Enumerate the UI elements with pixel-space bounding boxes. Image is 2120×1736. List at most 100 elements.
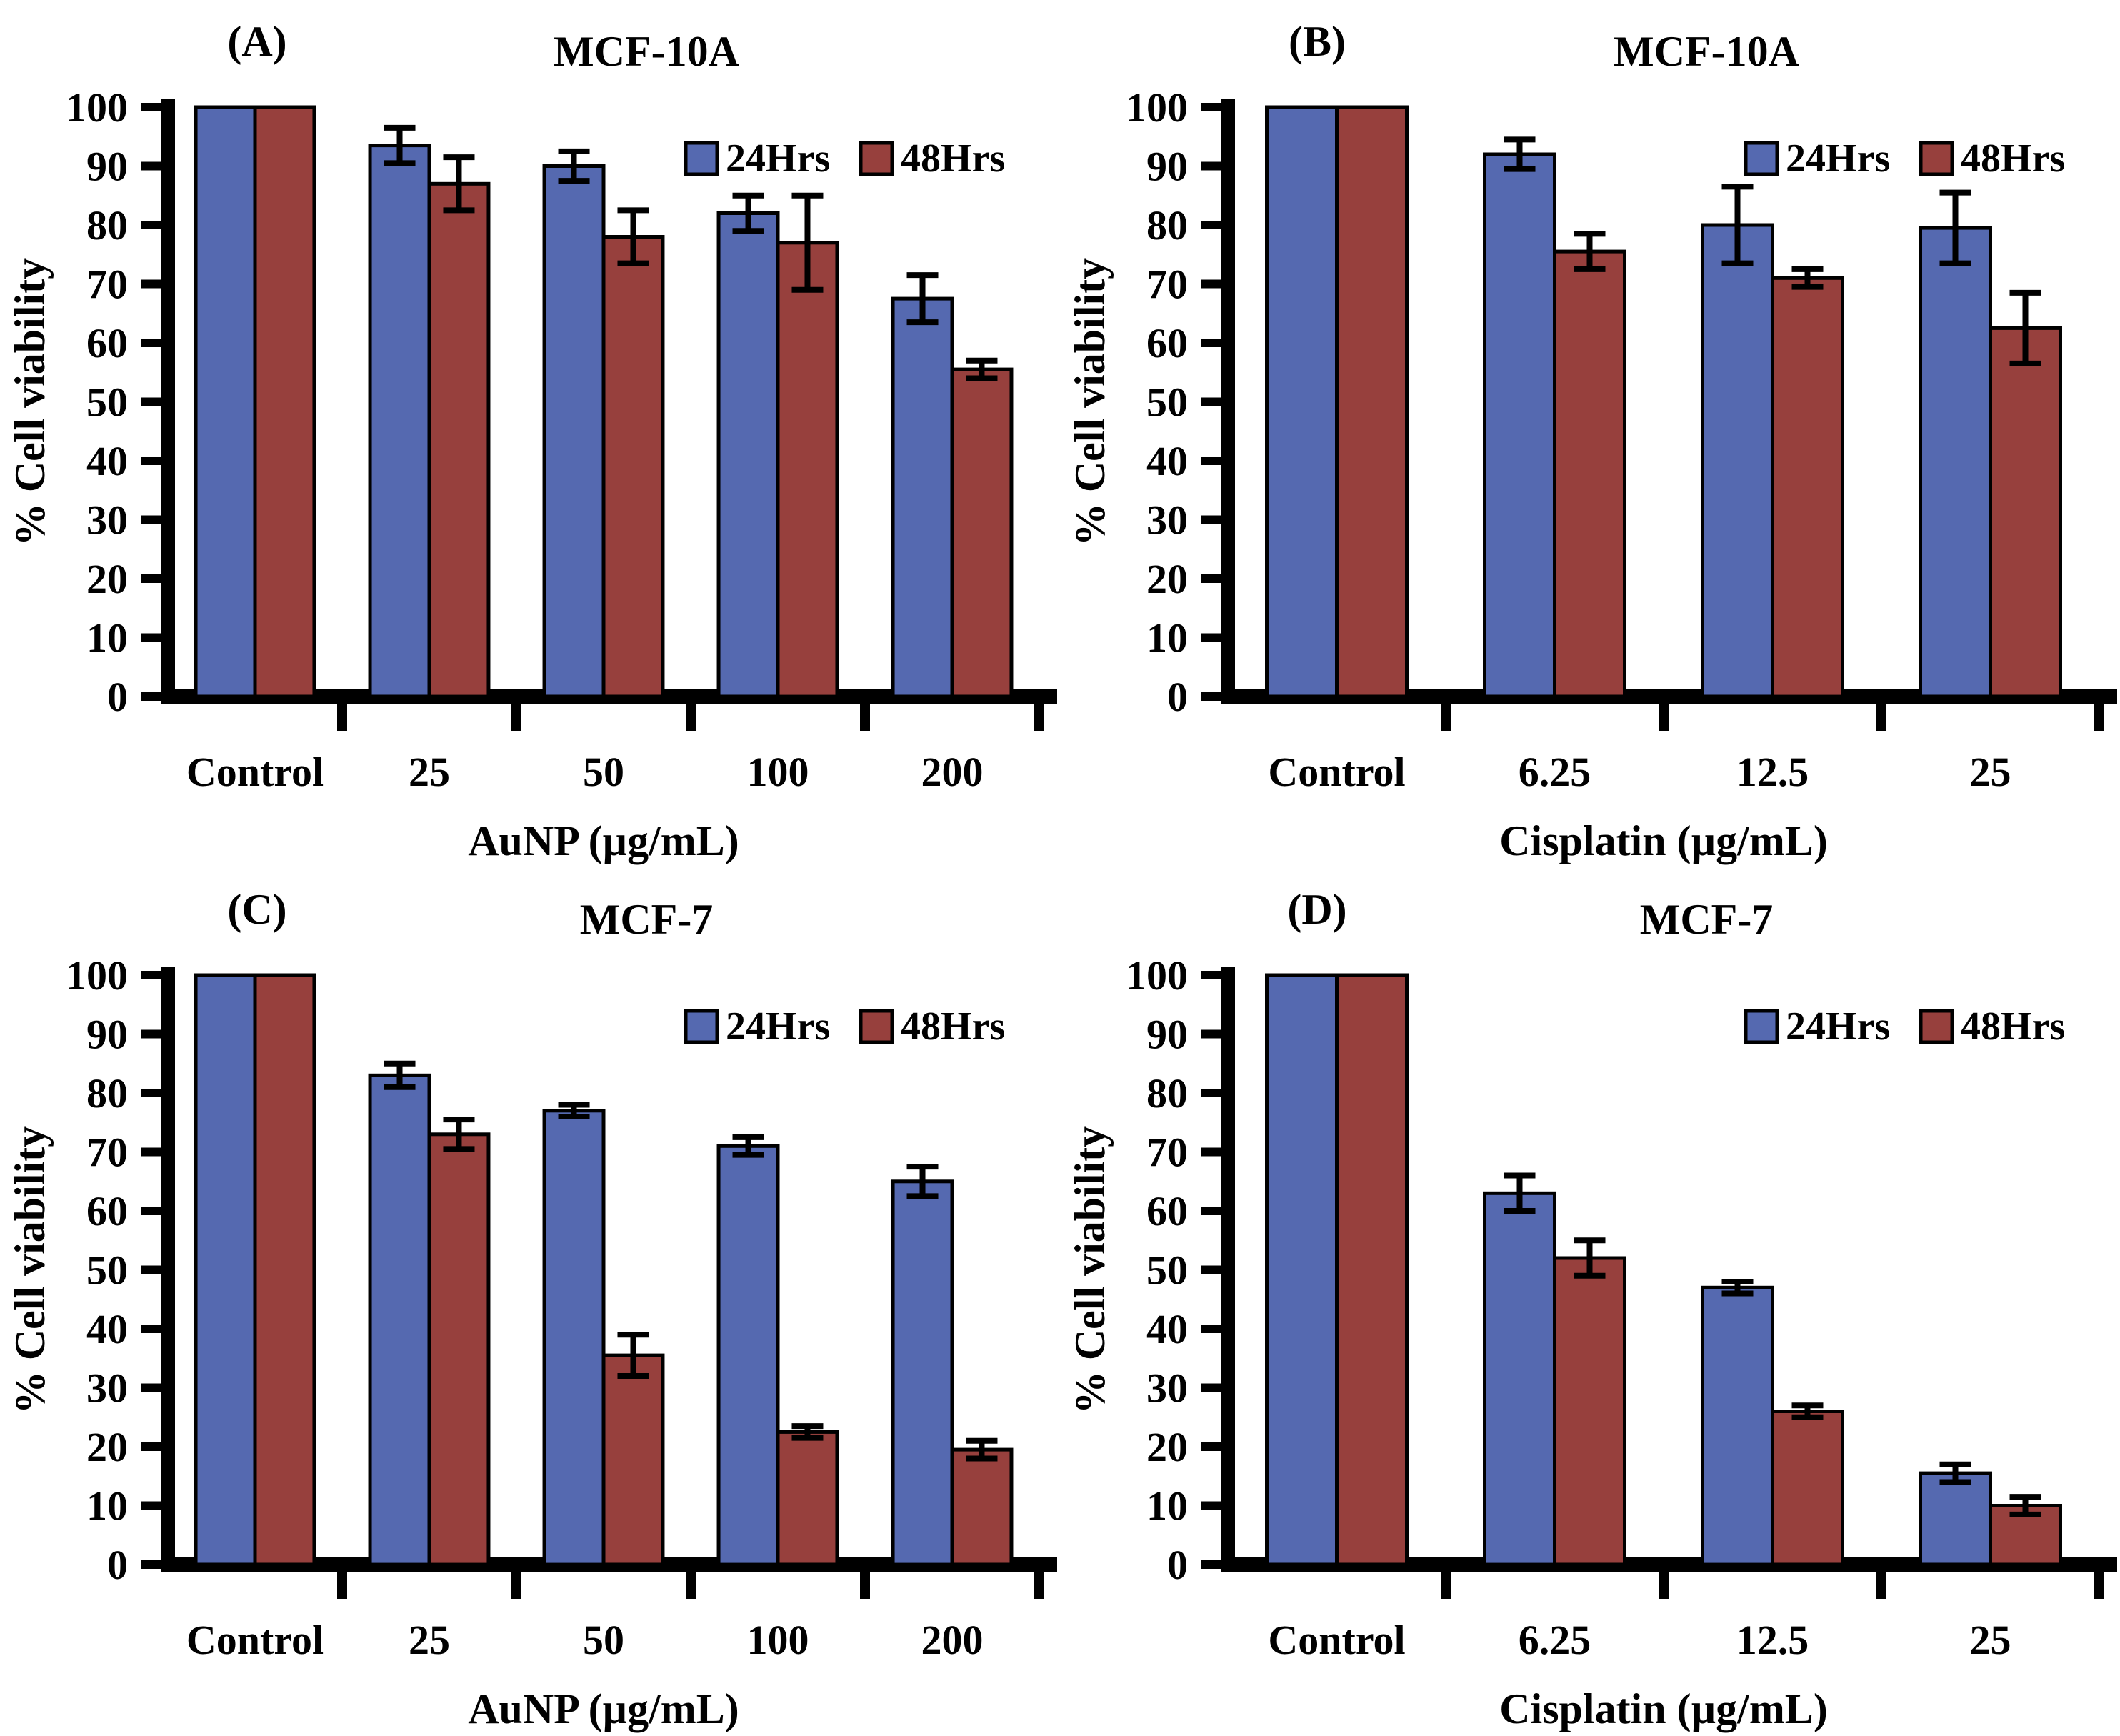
legend-label-48Hrs: 48Hrs <box>901 1004 1005 1049</box>
y-tick-label: 10 <box>1146 1483 1188 1530</box>
x-category-label: 50 <box>583 1617 624 1663</box>
x-category-label: 100 <box>747 749 809 795</box>
y-tick-label: 100 <box>1126 952 1188 999</box>
bar-24Hrs-25 <box>368 144 431 699</box>
bar-48Hrs-25 <box>1989 326 2062 699</box>
legend-swatch-24Hrs <box>684 1009 719 1044</box>
panel-C-chart: (C) MCF-7 0 10 20 30 40 50 60 70 80 90 100 Control 25 5… <box>6 886 1057 1732</box>
y-tick-label: 20 <box>86 1424 128 1470</box>
y-tick-label: 40 <box>86 438 128 484</box>
bar-48Hrs-Control <box>253 105 316 699</box>
panel-D: (D) MCF-7 0 10 20 30 40 50 60 70 80 90 100 Control 6.2… <box>1060 868 2120 1736</box>
y-tick-label: 80 <box>1146 202 1188 249</box>
bar-48Hrs-25 <box>427 181 491 699</box>
x-category-label: 25 <box>409 749 450 795</box>
legend-label-48Hrs: 48Hrs <box>1961 136 2065 181</box>
bar-24Hrs-25 <box>368 1073 431 1567</box>
bar-24Hrs-12.5 <box>1701 223 1774 699</box>
bar-48Hrs-6.25 <box>1553 249 1626 699</box>
legend-label-24Hrs: 24Hrs <box>726 1004 830 1049</box>
y-tick-label: 50 <box>86 379 128 426</box>
y-tick-label: 30 <box>86 497 128 544</box>
panel-D-chart: (D) MCF-7 0 10 20 30 40 50 60 70 80 90 100 Control 6.2… <box>1066 886 2117 1732</box>
panel-letter: (B) <box>1289 18 1346 65</box>
legend-label-24Hrs: 24Hrs <box>726 136 830 181</box>
bar-24Hrs-6.25 <box>1483 1191 1556 1567</box>
bar-24Hrs-50 <box>542 1109 606 1567</box>
x-category-label: 6.25 <box>1519 749 1591 795</box>
x-axis-title: Cisplatin (µg/mL) <box>1499 1685 1828 1732</box>
bar-48Hrs-Control <box>1335 105 1409 699</box>
x-category-label: 100 <box>747 1617 809 1663</box>
bar-24Hrs-25 <box>1919 1471 1992 1567</box>
y-tick-label: 60 <box>86 320 128 366</box>
x-category-label: 12.5 <box>1736 749 1809 795</box>
panel-title: MCF-7 <box>580 896 714 943</box>
bar-48Hrs-12.5 <box>1771 276 1844 699</box>
legend-label-48Hrs: 48Hrs <box>1961 1004 2065 1049</box>
x-category-label: 200 <box>921 1617 984 1663</box>
x-axis-title: AuNP (µg/mL) <box>468 1685 739 1732</box>
panel-letter: (C) <box>227 886 286 933</box>
legend-swatch-24Hrs <box>1744 1009 1779 1044</box>
y-tick-label: 40 <box>1146 438 1188 484</box>
legend-swatch-48Hrs <box>1919 1009 1954 1044</box>
bar-24Hrs-50 <box>542 164 606 699</box>
legend-swatch-48Hrs <box>859 141 894 176</box>
y-tick-label: 0 <box>1167 1542 1188 1588</box>
legend-label-24Hrs: 24Hrs <box>1786 1004 1890 1049</box>
panel-title: MCF-10A <box>554 28 739 75</box>
bar-48Hrs-100 <box>776 241 839 699</box>
y-tick-label: 0 <box>107 1542 128 1588</box>
legend-swatch-24Hrs <box>684 141 719 176</box>
y-tick-label: 70 <box>1146 1129 1188 1176</box>
y-tick-label: 40 <box>1146 1306 1188 1352</box>
panel-C: (C) MCF-7 0 10 20 30 40 50 60 70 80 90 100 Control 25 5… <box>0 868 1060 1736</box>
y-tick-label: 90 <box>86 1012 128 1058</box>
bar-48Hrs-12.5 <box>1771 1410 1844 1567</box>
y-tick-label: 0 <box>107 674 128 720</box>
legend-swatch-24Hrs <box>1744 141 1779 176</box>
y-tick-label: 80 <box>86 202 128 249</box>
y-tick-label: 0 <box>1167 674 1188 720</box>
bar-48Hrs-50 <box>601 235 665 699</box>
y-axis-title: % Cell viability <box>6 258 54 546</box>
y-tick-label: 90 <box>1146 1012 1188 1058</box>
y-tick-label: 10 <box>86 1483 128 1530</box>
y-tick-label: 90 <box>1146 144 1188 190</box>
panel-title: MCF-10A <box>1614 28 1799 75</box>
legend-swatch-48Hrs <box>1919 141 1954 176</box>
panel-title: MCF-7 <box>1640 896 1774 943</box>
legend-swatch-48Hrs <box>859 1009 894 1044</box>
y-tick-label: 50 <box>1146 1247 1188 1294</box>
y-tick-label: 70 <box>86 1129 128 1176</box>
bar-48Hrs-200 <box>950 367 1014 699</box>
y-tick-label: 10 <box>1146 615 1188 662</box>
legend-label-48Hrs: 48Hrs <box>901 136 1005 181</box>
x-category-label: 25 <box>1970 1617 2011 1663</box>
y-tick-label: 80 <box>1146 1070 1188 1117</box>
panel-letter: (A) <box>227 18 286 65</box>
bar-48Hrs-100 <box>776 1430 839 1567</box>
x-category-label: 50 <box>583 749 624 795</box>
bar-24Hrs-12.5 <box>1701 1285 1774 1567</box>
bar-48Hrs-200 <box>950 1447 1014 1567</box>
panel-A: (A) MCF-10A 0 10 20 30 40 50 60 70 80 90 100 Control 2… <box>0 0 1060 868</box>
bar-24Hrs-Control <box>194 973 257 1567</box>
x-category-label: Control <box>186 749 324 795</box>
bar-24Hrs-100 <box>716 1144 780 1567</box>
bar-24Hrs-25 <box>1919 226 1992 699</box>
bar-48Hrs-Control <box>253 973 316 1567</box>
bar-48Hrs-Control <box>1335 973 1409 1567</box>
y-tick-label: 100 <box>66 952 128 999</box>
bar-24Hrs-100 <box>716 211 780 699</box>
x-category-label: 25 <box>409 1617 450 1663</box>
y-tick-label: 60 <box>1146 1188 1188 1234</box>
bar-48Hrs-25 <box>427 1132 491 1567</box>
x-category-label: Control <box>186 1617 324 1663</box>
y-tick-label: 60 <box>86 1188 128 1234</box>
x-category-label: Control <box>1268 1617 1405 1663</box>
bar-48Hrs-6.25 <box>1553 1256 1626 1567</box>
x-category-label: Control <box>1268 749 1405 795</box>
